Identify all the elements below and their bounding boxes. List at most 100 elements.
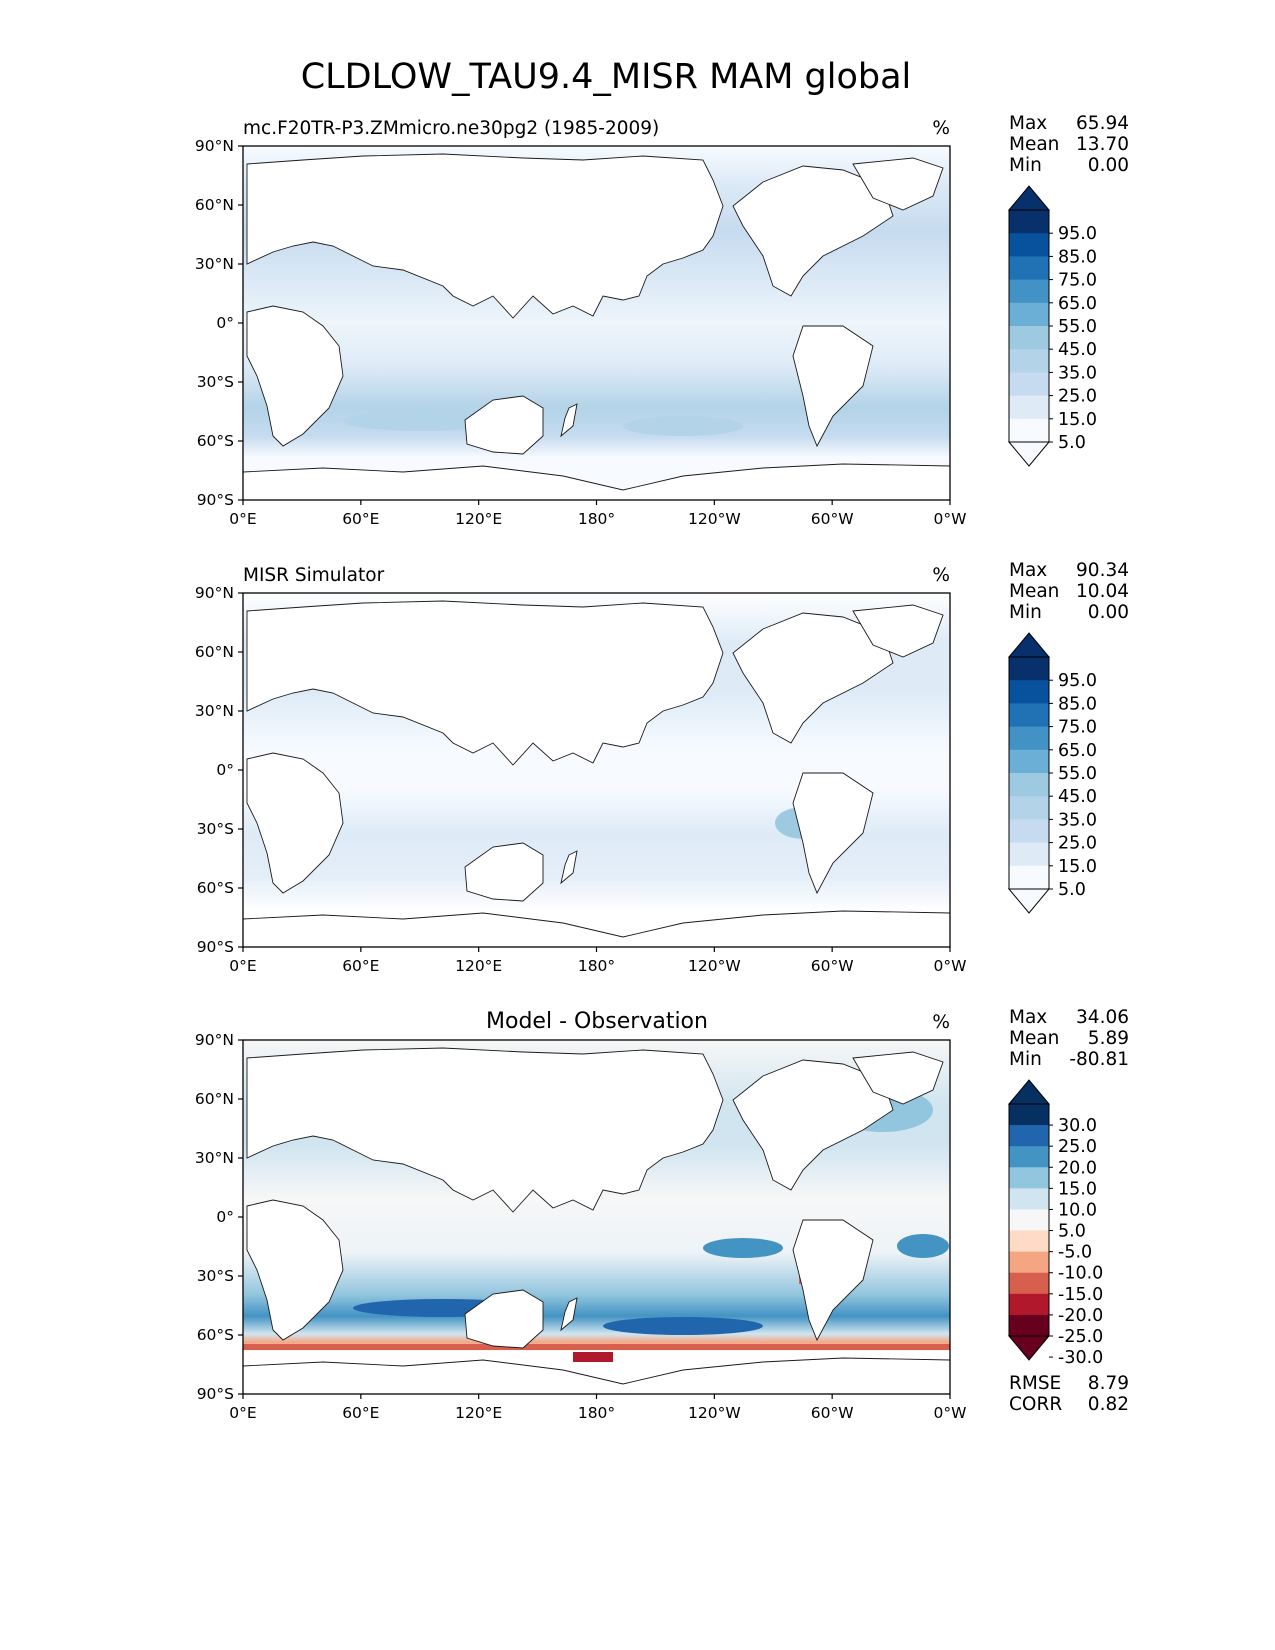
stat-value: 34.06 bbox=[1076, 1007, 1129, 1028]
colorbar-bin bbox=[1009, 372, 1049, 396]
panel-test-title: mc.F20TR-P3.ZMmicro.ne30pg2 (1985-2009) bbox=[243, 118, 659, 139]
y-tick-label: 90°S bbox=[197, 1385, 234, 1403]
colorbar-bin bbox=[1009, 395, 1049, 420]
y-tick-label: 0° bbox=[216, 314, 234, 332]
metric-value: 0.82 bbox=[1088, 1394, 1129, 1415]
colorbar-bin bbox=[1009, 773, 1049, 797]
colorbar-label: -15.0 bbox=[1058, 1285, 1103, 1305]
x-tick-label: 60°E bbox=[342, 1404, 379, 1422]
colorbar-bin bbox=[1009, 418, 1049, 443]
y-tick-label: 60°N bbox=[195, 196, 234, 214]
panel-reference: MISR Simulator % 90°N60°N30°N0°30°S60°S9… bbox=[195, 565, 967, 975]
colorbar-frame bbox=[1008, 1103, 1050, 1337]
colorbar-bin bbox=[1009, 1293, 1049, 1316]
colorbar-bin bbox=[1009, 1167, 1049, 1189]
y-tick-label: 30°N bbox=[195, 1149, 234, 1167]
colorbar-extend-bottom bbox=[1007, 888, 1051, 914]
stat-value: 0.00 bbox=[1088, 602, 1129, 623]
colorbar-bin bbox=[1009, 326, 1049, 350]
y-tick-label: 90°S bbox=[197, 938, 234, 956]
x-tick-label: 0°E bbox=[229, 1404, 256, 1422]
colorbar-label: 65.0 bbox=[1058, 741, 1097, 761]
x-tick-label: 0°W bbox=[934, 510, 967, 528]
colorbar-label: 55.0 bbox=[1058, 764, 1097, 784]
stat-value: 13.70 bbox=[1076, 134, 1129, 155]
panel-difference-ocean-patch bbox=[897, 1234, 949, 1258]
x-tick-label: 120°W bbox=[688, 1404, 741, 1422]
panel-test-ocean-patch bbox=[343, 411, 503, 431]
colorbar-bin bbox=[1009, 1251, 1049, 1274]
colorbar-label: 15.0 bbox=[1058, 1179, 1097, 1199]
colorbar-label: 25.0 bbox=[1058, 387, 1097, 407]
colorbar-extend-top bbox=[1007, 1079, 1051, 1105]
panel-test: mc.F20TR-P3.ZMmicro.ne30pg2 (1985-2009) … bbox=[195, 118, 967, 528]
colorbar-bin bbox=[1009, 1230, 1049, 1253]
colorbar-label: 45.0 bbox=[1058, 787, 1097, 807]
x-tick-label: 120°W bbox=[688, 957, 741, 975]
panel-test-ocean-patch bbox=[623, 416, 743, 436]
colorbar-bin bbox=[1009, 1125, 1049, 1147]
panel-difference-red-band bbox=[243, 1344, 950, 1350]
colorbar-label: 45.0 bbox=[1058, 340, 1097, 360]
colorbar-label: 5.0 bbox=[1058, 433, 1086, 453]
colorbar-label: 5.0 bbox=[1058, 880, 1086, 900]
panel-difference-x-ticks: 0°E 60°E 120°E 180° 120°W 60°W 0°W bbox=[229, 1394, 966, 1422]
panel-difference-ocean-patch bbox=[703, 1238, 783, 1258]
colorbar-label: 30.0 bbox=[1058, 1116, 1097, 1136]
panel-difference-ocean-patch bbox=[603, 1317, 763, 1335]
colorbar-label: 35.0 bbox=[1058, 363, 1097, 383]
stat-value: 90.34 bbox=[1076, 560, 1129, 581]
metric-label: RMSE bbox=[1009, 1373, 1061, 1394]
colorbar-label: 55.0 bbox=[1058, 317, 1097, 337]
colorbar-bin bbox=[1009, 842, 1049, 867]
stat-label: Mean bbox=[1009, 1028, 1059, 1049]
colorbar-label: 75.0 bbox=[1058, 718, 1097, 738]
panel-difference: Model - Observation % 90°N 60°N 30°N 0° 30°S… bbox=[195, 1009, 967, 1422]
sidebar-test: Max 65.94 Mean 13.70 Min 0.00 95.0 85.0 75… bbox=[1007, 113, 1129, 467]
colorbar-label: 15.0 bbox=[1058, 410, 1097, 430]
y-tick-label: 60°S bbox=[197, 1326, 234, 1344]
colorbar-bin bbox=[1009, 1188, 1049, 1210]
metric-label: CORR bbox=[1009, 1394, 1062, 1415]
panel-difference-red-spot bbox=[573, 1352, 613, 1362]
colorbar-label: 95.0 bbox=[1058, 224, 1097, 244]
colorbar-label: 15.0 bbox=[1058, 857, 1097, 877]
panel-test-units: % bbox=[932, 118, 950, 139]
colorbar-label: 20.0 bbox=[1058, 1158, 1097, 1178]
colorbar-bin bbox=[1009, 1314, 1049, 1337]
y-tick-label: 60°S bbox=[197, 879, 234, 897]
metric-value: 8.79 bbox=[1088, 1373, 1129, 1394]
stat-label: Max bbox=[1009, 560, 1047, 581]
colorbar-bin bbox=[1009, 1209, 1049, 1231]
colorbar-bin bbox=[1009, 749, 1049, 774]
colorbar-bin bbox=[1009, 233, 1049, 257]
stat-label: Min bbox=[1009, 1049, 1042, 1070]
x-tick-label: 60°E bbox=[342, 510, 379, 528]
stat-value: 65.94 bbox=[1076, 113, 1129, 134]
colorbar-bin bbox=[1009, 349, 1049, 373]
x-tick-label: 120°E bbox=[455, 510, 502, 528]
panel-reference-title: MISR Simulator bbox=[243, 565, 385, 586]
x-tick-label: 60°W bbox=[811, 957, 854, 975]
stat-value: 10.04 bbox=[1076, 581, 1129, 602]
colorbar-bin bbox=[1009, 1146, 1049, 1168]
colorbar-label: 5.0 bbox=[1058, 1222, 1086, 1242]
x-tick-label: 180° bbox=[578, 957, 615, 975]
y-tick-label: 60°N bbox=[195, 1090, 234, 1108]
colorbar-difference: 30.025.020.015.010.05.0-5.0-10.0-15.0-20… bbox=[1007, 1079, 1103, 1368]
sidebar-difference: Max 34.06 Mean 5.89 Min -80.81 30.025.02… bbox=[1007, 1007, 1129, 1415]
colorbar-bin bbox=[1009, 210, 1049, 234]
x-tick-label: 60°E bbox=[342, 957, 379, 975]
stat-label: Mean bbox=[1009, 581, 1059, 602]
y-tick-label: 0° bbox=[216, 761, 234, 779]
colorbar-extend-top bbox=[1007, 632, 1051, 658]
y-tick-label: 90°N bbox=[195, 1031, 234, 1049]
colorbar-extend-bottom bbox=[1007, 441, 1051, 467]
y-tick-label: 90°N bbox=[195, 137, 234, 155]
x-tick-label: 120°E bbox=[455, 1404, 502, 1422]
colorbar-bin bbox=[1009, 796, 1049, 820]
colorbar-label: 25.0 bbox=[1058, 1137, 1097, 1157]
colorbar-label: -10.0 bbox=[1058, 1264, 1103, 1284]
panel-difference-y-ticks: 90°N 60°N 30°N 0° 30°S 60°S 90°S bbox=[195, 1031, 243, 1403]
